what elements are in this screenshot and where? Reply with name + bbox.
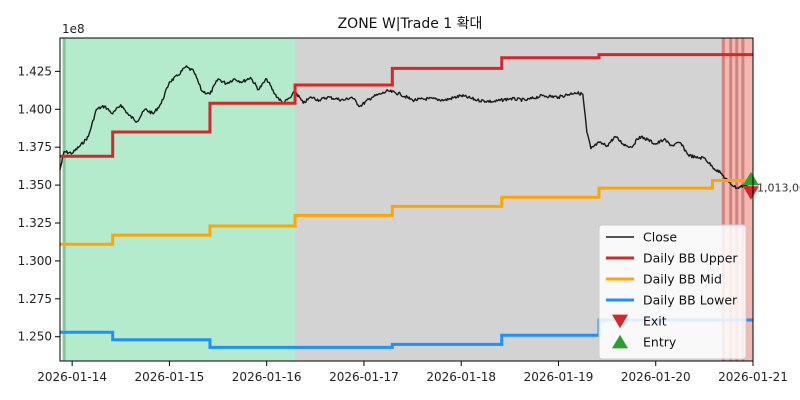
legend-box — [598, 224, 747, 360]
y-tick-label: 1.400 — [18, 102, 52, 116]
plot-frame — [59, 37, 754, 362]
y-tick-label: 1.375 — [18, 140, 52, 154]
legend: Close Daily BB Upper Daily BB Mid Daily BB … — [598, 224, 747, 360]
legend-label-daily-bb-mid: Daily BB Mid — [643, 272, 722, 287]
x-tick-label: 2026-01-18 — [426, 370, 496, 384]
shaded-region-0 — [64, 38, 296, 361]
annotation-0: 1,013,000 — [757, 182, 800, 195]
y-axis: 1.250 1.275 1.300 1.325 1.350 1.375 1.400 1.425 — [18, 64, 60, 344]
position-bar-3 — [735, 38, 739, 361]
exit-marker-0 — [742, 186, 759, 200]
chart-title: ZONE W|Trade 1 확대 — [338, 16, 483, 32]
legend-label-entry: Entry — [643, 335, 677, 350]
position-bar-0 — [62, 38, 66, 361]
y-tick-label: 1.350 — [18, 178, 52, 192]
x-tick-label: 2026-01-14 — [37, 370, 107, 384]
position-bar-1 — [721, 38, 725, 361]
y-tick-label: 1.275 — [18, 292, 52, 306]
position-bar-2 — [729, 38, 733, 361]
legend-label-close: Close — [643, 230, 677, 245]
y-tick-label: 1.250 — [18, 330, 52, 344]
x-axis: 2026-01-14 2026-01-15 2026-01-16 2026-01-17… — [37, 361, 788, 384]
series-close — [59, 65, 750, 190]
y-axis-offset-label: 1e8 — [62, 22, 85, 36]
y-tick-label: 1.300 — [18, 254, 52, 268]
legend-label-exit: Exit — [643, 314, 667, 329]
trade-markers — [742, 171, 759, 200]
entry-marker-0 — [742, 171, 759, 186]
x-tick-label: 2026-01-17 — [329, 370, 399, 384]
position-bar-4 — [741, 38, 745, 361]
position-markers — [62, 38, 745, 361]
y-tick-label: 1.325 — [18, 216, 52, 230]
legend-label-daily-bb-upper: Daily BB Upper — [643, 251, 738, 266]
x-tick-label: 2026-01-20 — [621, 370, 691, 384]
x-tick-label: 2026-01-21 — [718, 370, 788, 384]
x-tick-label: 2026-01-15 — [135, 370, 205, 384]
series-daily-bb-upper — [60, 53, 753, 158]
annotation-layer: 1,013,000 — [757, 182, 800, 195]
x-tick-label: 2026-01-19 — [524, 370, 594, 384]
series-daily-bb-mid — [60, 179, 753, 246]
x-tick-label: 2026-01-16 — [232, 370, 302, 384]
y-tick-label: 1.425 — [18, 64, 52, 78]
legend-swatch-exit — [612, 314, 628, 329]
legend-swatch-entry — [612, 334, 628, 349]
legend-label-daily-bb-lower: Daily BB Lower — [643, 293, 738, 308]
